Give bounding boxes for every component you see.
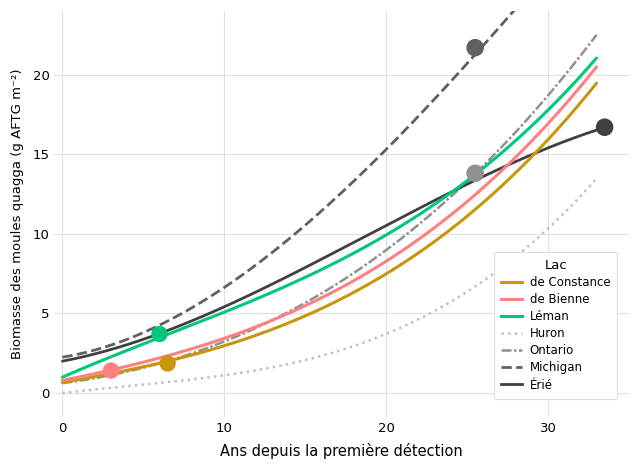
Point — [154, 330, 164, 338]
Point — [106, 367, 116, 374]
Point — [600, 124, 610, 131]
Point — [163, 360, 173, 367]
Point — [470, 170, 480, 177]
Y-axis label: Biomasse des moules quagga (g AFTG m⁻²): Biomasse des moules quagga (g AFTG m⁻²) — [11, 69, 24, 359]
Legend: de Constance, de Bienne, Léman, Huron, Ontario, Michigan, Érié: de Constance, de Bienne, Léman, Huron, O… — [494, 251, 617, 399]
Point — [470, 44, 480, 51]
X-axis label: Ans depuis la première détection: Ans depuis la première détection — [220, 443, 463, 459]
